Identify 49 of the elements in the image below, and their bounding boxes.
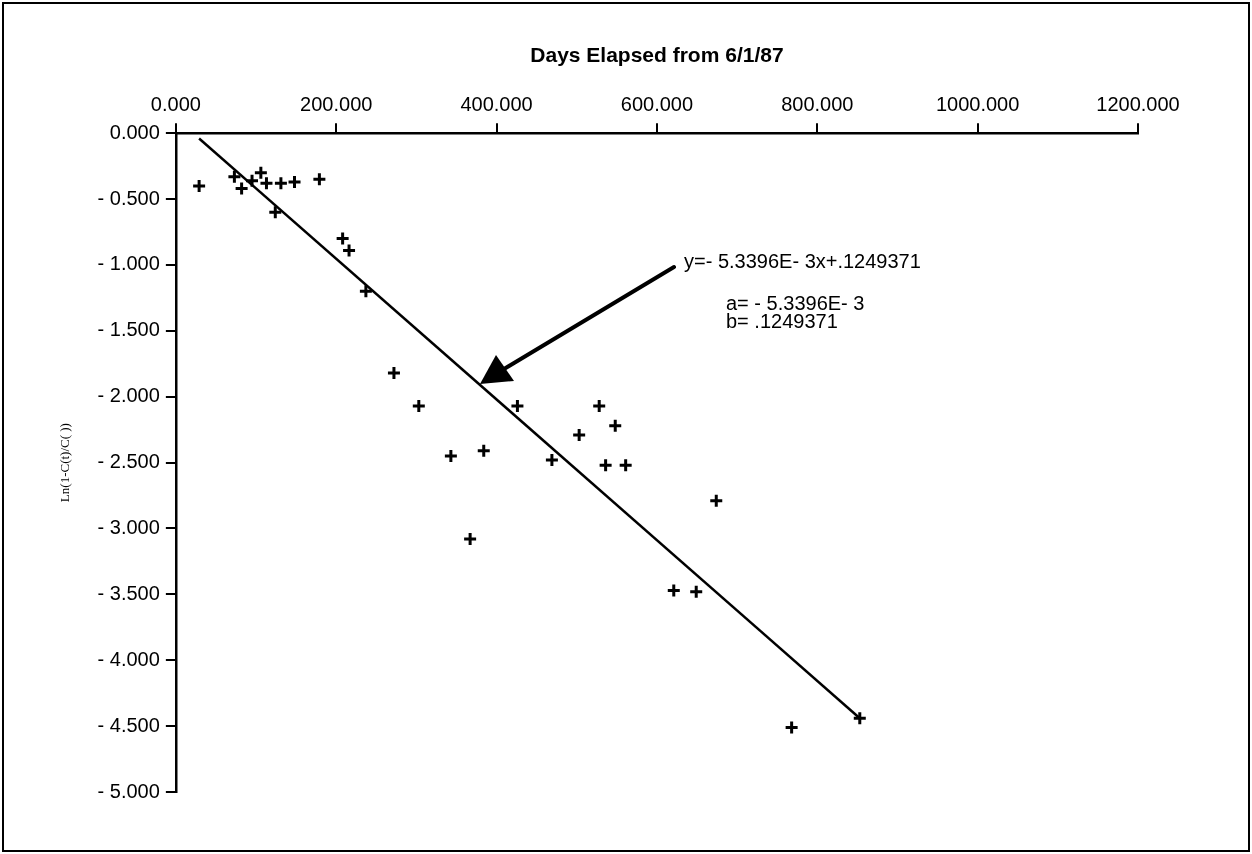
y-tick-label: - 3.000 xyxy=(97,516,160,538)
point xyxy=(462,531,478,547)
x-tick-label: 1000.000 xyxy=(935,92,1020,115)
y-tick-label: - 4.500 xyxy=(97,713,160,736)
y-tick-label: - 3.500 xyxy=(97,581,160,604)
point xyxy=(591,398,607,414)
point xyxy=(386,365,402,381)
x-tick-label: 200.000 xyxy=(300,92,373,115)
x-tick-label: 400.000 xyxy=(460,92,533,115)
x-tick-label: 0.000 xyxy=(150,92,201,115)
point xyxy=(708,493,724,509)
point xyxy=(571,427,587,443)
point xyxy=(234,181,250,197)
y-axis-title: Ln(1-C(t)/C( )) xyxy=(57,423,73,503)
x-tick-label: 600.000 xyxy=(620,92,694,115)
point xyxy=(287,174,303,190)
point xyxy=(784,719,800,735)
y-tick-label: - 4.000 xyxy=(97,647,160,670)
y-tick-label: 0.000 xyxy=(109,120,160,143)
x-tick-label: 800.000 xyxy=(781,92,854,115)
y-tick-label: - 2.000 xyxy=(97,384,160,407)
point xyxy=(509,398,525,414)
y-tick-label: - 0.500 xyxy=(97,186,160,209)
x-tick-label: 1200.000 xyxy=(1096,92,1180,115)
point xyxy=(666,582,682,598)
y-tick-label: - 2.500 xyxy=(97,450,160,473)
point xyxy=(244,173,260,189)
point xyxy=(226,169,242,185)
y-tick-label: - 1.500 xyxy=(97,318,160,341)
annotation: y=- 5.3396E- 3x+.1249371 xyxy=(684,249,921,272)
point xyxy=(311,171,327,187)
point xyxy=(335,231,351,247)
point xyxy=(411,398,427,414)
point xyxy=(443,448,459,464)
y-tick-label: - 5.000 xyxy=(97,779,160,802)
point xyxy=(618,457,634,473)
point xyxy=(358,283,374,299)
x-axis-title: Days Elapsed from 6/1/87 xyxy=(530,43,784,67)
point xyxy=(598,457,614,473)
point xyxy=(341,242,357,258)
point xyxy=(688,584,704,600)
point xyxy=(607,418,623,434)
point xyxy=(191,178,207,194)
y-tick-label: - 1.000 xyxy=(97,252,160,275)
point xyxy=(273,175,289,191)
point xyxy=(267,204,283,220)
point xyxy=(476,443,492,459)
point xyxy=(544,452,560,468)
point xyxy=(852,710,868,726)
